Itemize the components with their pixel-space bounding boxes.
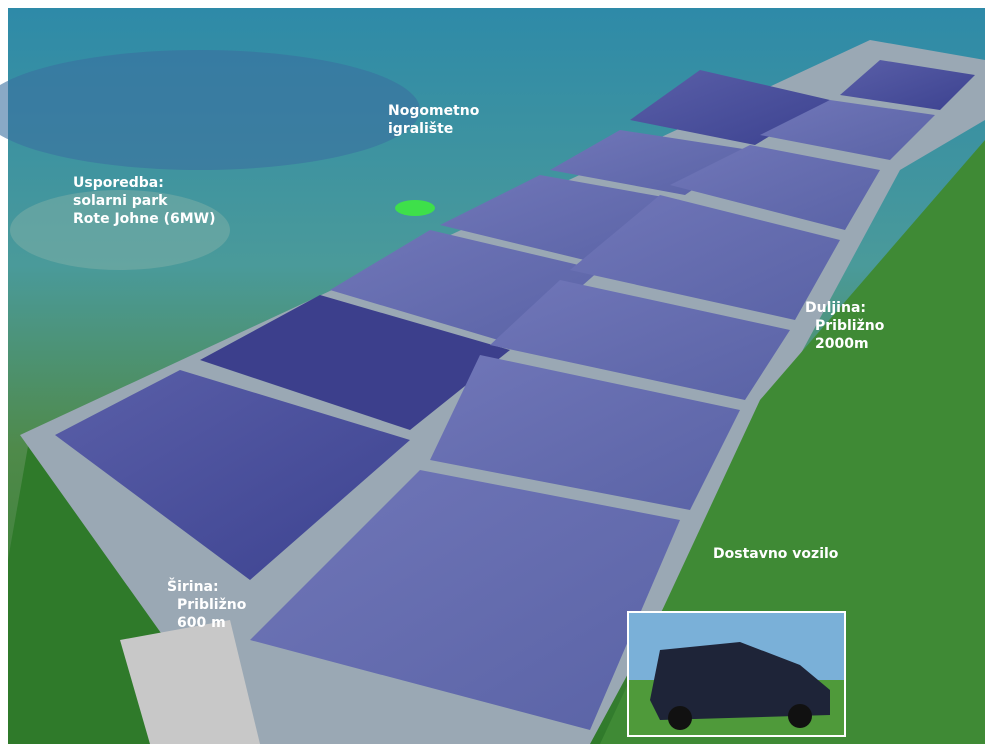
panel-block [840, 60, 975, 110]
length-label: 2000m [815, 336, 869, 352]
panel-block [430, 355, 740, 510]
panel-block [570, 195, 840, 320]
wheel [668, 706, 692, 730]
vehicle-label: Dostavno vozilo [713, 546, 839, 562]
vehicle-inset [627, 611, 846, 737]
panel-block [670, 145, 880, 230]
cloud [0, 50, 420, 170]
yard [120, 620, 260, 744]
panel-row-right [250, 60, 975, 730]
comparison-label: Rote Johne (6MW) [73, 211, 216, 227]
panel-block [250, 470, 680, 730]
vehicle [650, 642, 830, 720]
panel-block [490, 280, 790, 400]
comparison-label: Usporedba: [73, 175, 164, 191]
field [600, 140, 985, 744]
cloud [10, 190, 230, 270]
width-label: Približno [177, 597, 247, 613]
width-label: 600 m [177, 615, 226, 631]
length-label: Duljina: [805, 300, 866, 316]
comparison-label: solarni park [73, 193, 168, 209]
panel-block [55, 370, 410, 580]
football-pitch [395, 200, 435, 216]
football-pitch-label: Nogometno [388, 103, 480, 119]
wheel [788, 704, 812, 728]
width-label: Širina: [167, 577, 219, 595]
panel-block [760, 100, 935, 160]
length-label: Približno [815, 318, 885, 334]
football-pitch-label: igralište [388, 121, 453, 137]
panel-block [200, 295, 510, 430]
